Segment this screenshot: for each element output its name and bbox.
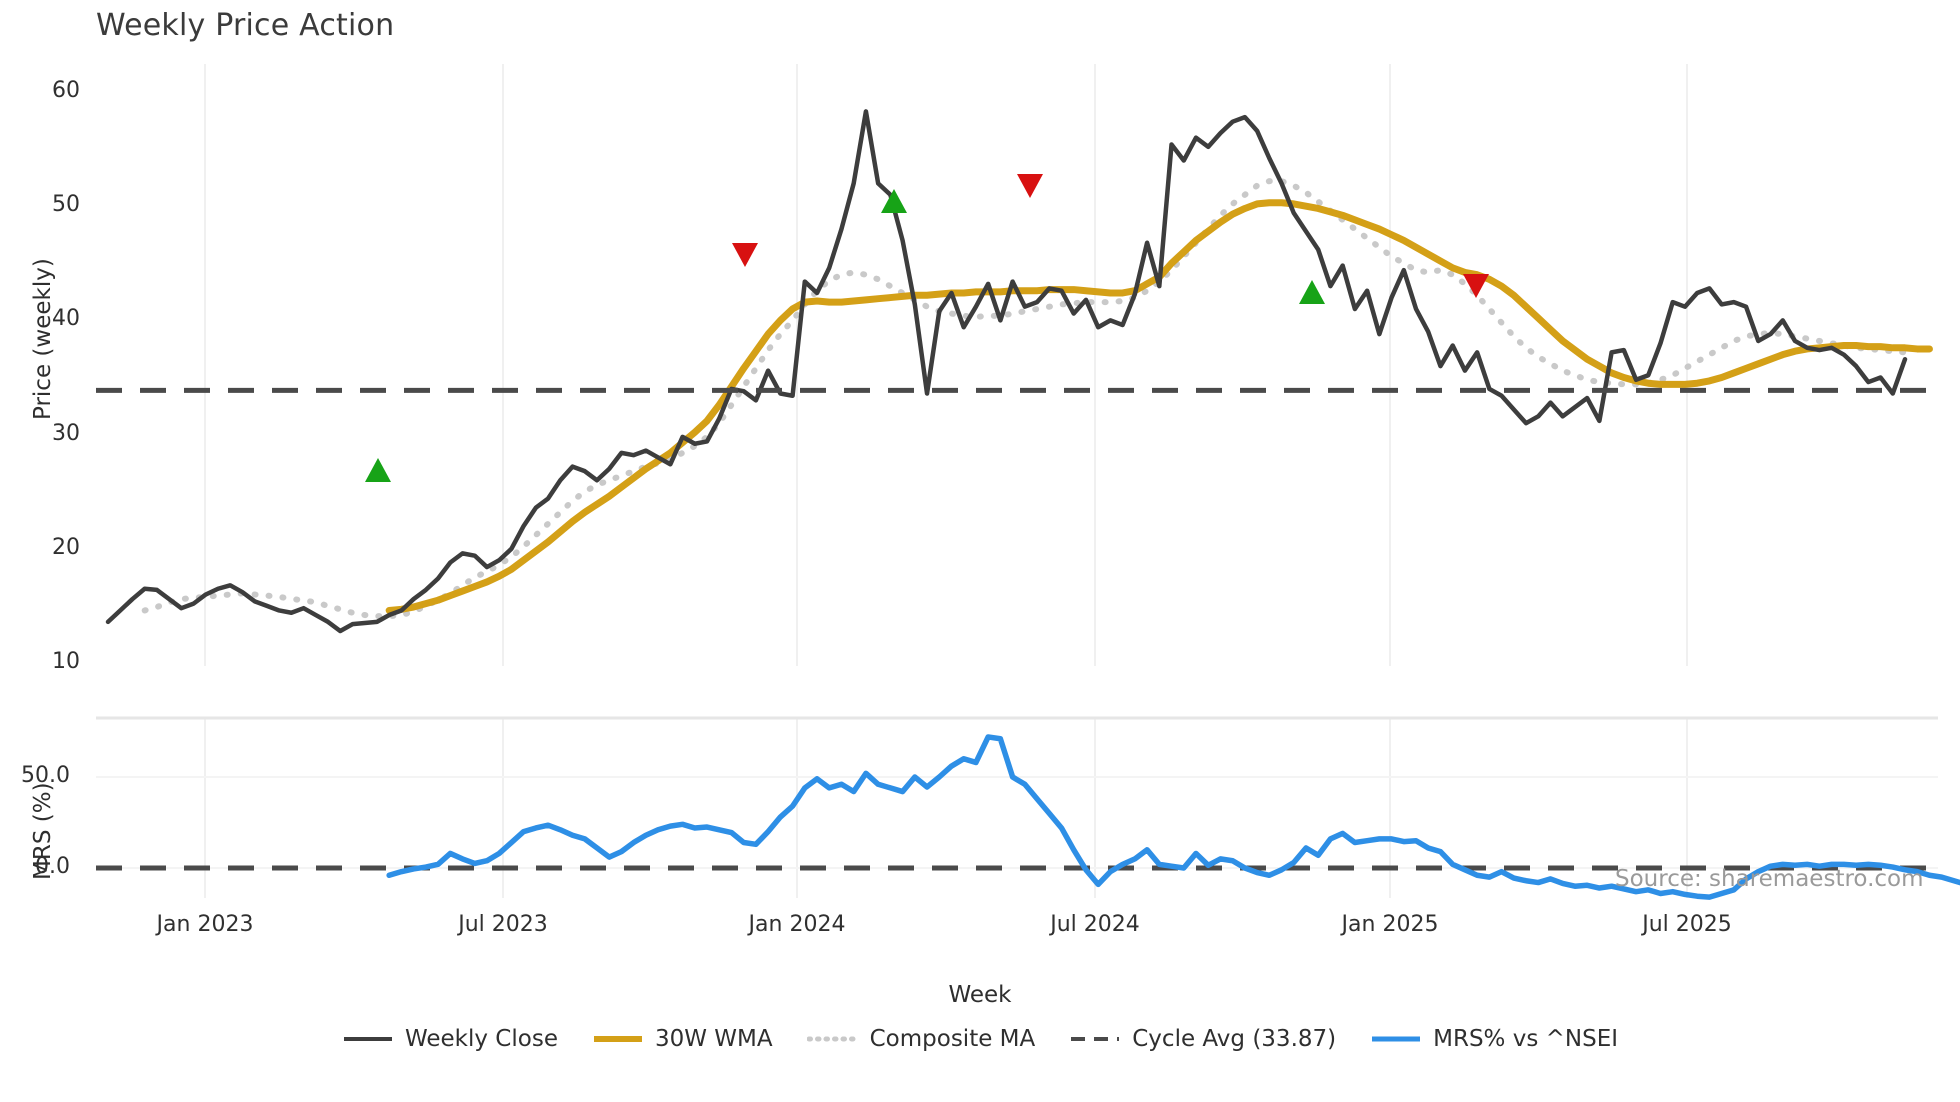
legend-label: 30W WMA xyxy=(654,1026,773,1052)
legend-item-0[interactable]: Weekly Close xyxy=(342,1026,558,1052)
buy-marker xyxy=(365,458,391,483)
price-ytick-50: 50 xyxy=(52,192,80,218)
legend-swatch-icon xyxy=(1069,1028,1121,1050)
xtick-1: Jul 2023 xyxy=(458,912,548,937)
series-composite-ma xyxy=(141,178,1908,620)
price-ytick-20: 20 xyxy=(52,534,80,560)
legend-swatch-icon xyxy=(806,1028,859,1050)
sell-marker xyxy=(1017,173,1043,198)
legend-item-2[interactable]: Composite MA xyxy=(806,1026,1036,1052)
legend-label: MRS% vs ^NSEI xyxy=(1433,1026,1619,1052)
price-ytick-40: 40 xyxy=(52,306,80,332)
mrs-ytick-50.0: 50.0 xyxy=(21,763,70,788)
sell-marker xyxy=(732,242,758,267)
price-ytick-30: 30 xyxy=(52,420,80,446)
sell-marker xyxy=(1463,273,1489,298)
price-ytick-60: 60 xyxy=(52,78,80,103)
buy-marker xyxy=(881,189,907,214)
series-weekly-close xyxy=(105,109,1908,634)
source-watermark: Source: sharemaestro.com xyxy=(1615,866,1924,892)
legend-item-4[interactable]: MRS% vs ^NSEI xyxy=(1370,1026,1618,1052)
xtick-3: Jul 2024 xyxy=(1050,912,1140,937)
xtick-4: Jan 2025 xyxy=(1341,912,1439,937)
legend-item-1[interactable]: 30W WMA xyxy=(592,1026,773,1052)
buy-marker xyxy=(1299,280,1325,305)
legend-swatch-icon xyxy=(1370,1028,1422,1050)
legend-label: Composite MA xyxy=(869,1026,1036,1052)
legend-swatch-icon xyxy=(592,1028,644,1050)
legend-label: Cycle Avg (33.87) xyxy=(1132,1026,1337,1052)
legend-label: Weekly Close xyxy=(404,1026,558,1052)
page-title: Weekly Price Action xyxy=(96,8,395,43)
series-mrs-vs-nsei xyxy=(386,734,1960,900)
mrs-ytick-0.0: 0.0 xyxy=(35,854,70,879)
price-y-axis-label: Price (weekly) xyxy=(30,258,56,420)
x-axis-label: Week xyxy=(948,982,1012,1008)
xtick-2: Jan 2024 xyxy=(748,912,846,937)
chart-legend: Weekly Close 30W WMA Composite MA Cycle Avg… xyxy=(0,1026,1960,1052)
xtick-5: Jul 2025 xyxy=(1642,912,1732,937)
xtick-0: Jan 2023 xyxy=(156,912,254,937)
legend-item-3[interactable]: Cycle Avg (33.87) xyxy=(1069,1026,1336,1052)
legend-swatch-icon xyxy=(342,1028,394,1050)
price-ytick-10: 10 xyxy=(52,649,80,674)
